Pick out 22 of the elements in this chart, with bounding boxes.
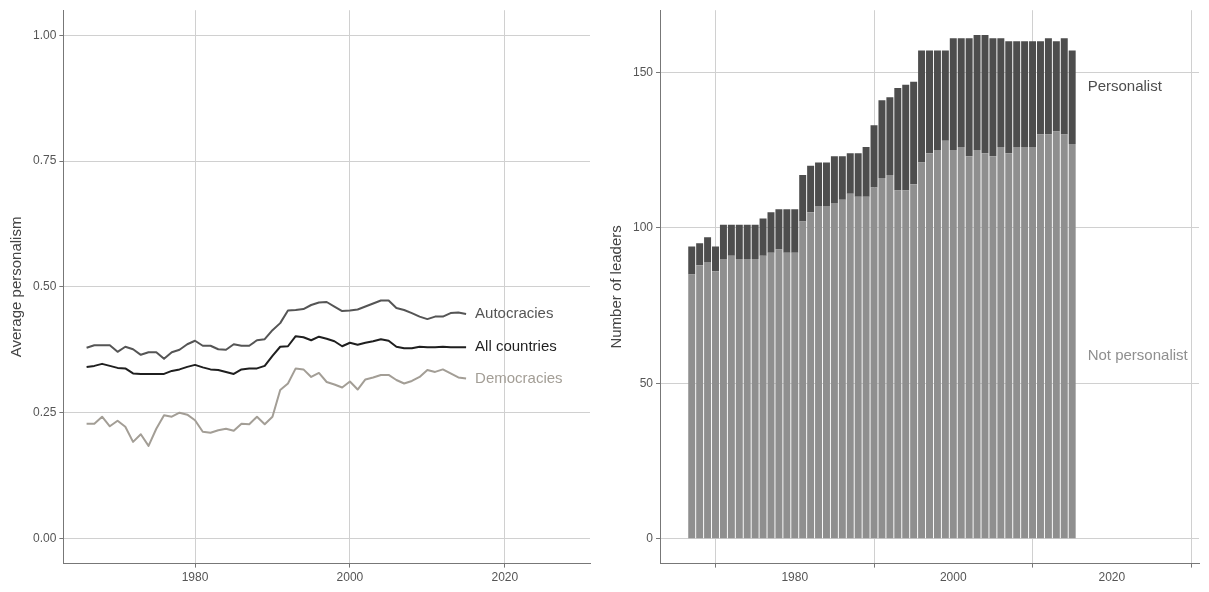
y-axis-title: Average personalism	[7, 216, 25, 358]
y-tick-label: 100	[632, 220, 654, 235]
x-tick-label: 2020	[1098, 570, 1126, 585]
series-label: Personalist	[1087, 77, 1163, 95]
y-tick-label: 1.00	[33, 27, 57, 42]
y-tick-label: 0.00	[33, 530, 57, 545]
y-tick-label: 150	[632, 64, 654, 79]
x-tick-label: 1980	[781, 570, 809, 585]
y-tick-label: 0	[646, 531, 654, 546]
series-label: Not personalist	[1087, 346, 1189, 364]
y-tick-label: 0.50	[33, 279, 57, 294]
x-tick-label: 2000	[939, 570, 967, 585]
x-tick-label: 2000	[336, 570, 364, 585]
series-label: All countries	[475, 337, 557, 355]
series-label: Autocracies	[475, 304, 554, 322]
x-tick-label: 2020	[491, 570, 519, 585]
x-tick-label: 1980	[181, 570, 209, 585]
y-tick-label: 50	[639, 375, 654, 390]
series-label: Democracies	[475, 368, 563, 386]
y-axis-title: Number of leaders	[607, 225, 625, 349]
y-tick-label: 0.75	[33, 153, 57, 168]
y-tick-label: 0.25	[33, 404, 57, 419]
